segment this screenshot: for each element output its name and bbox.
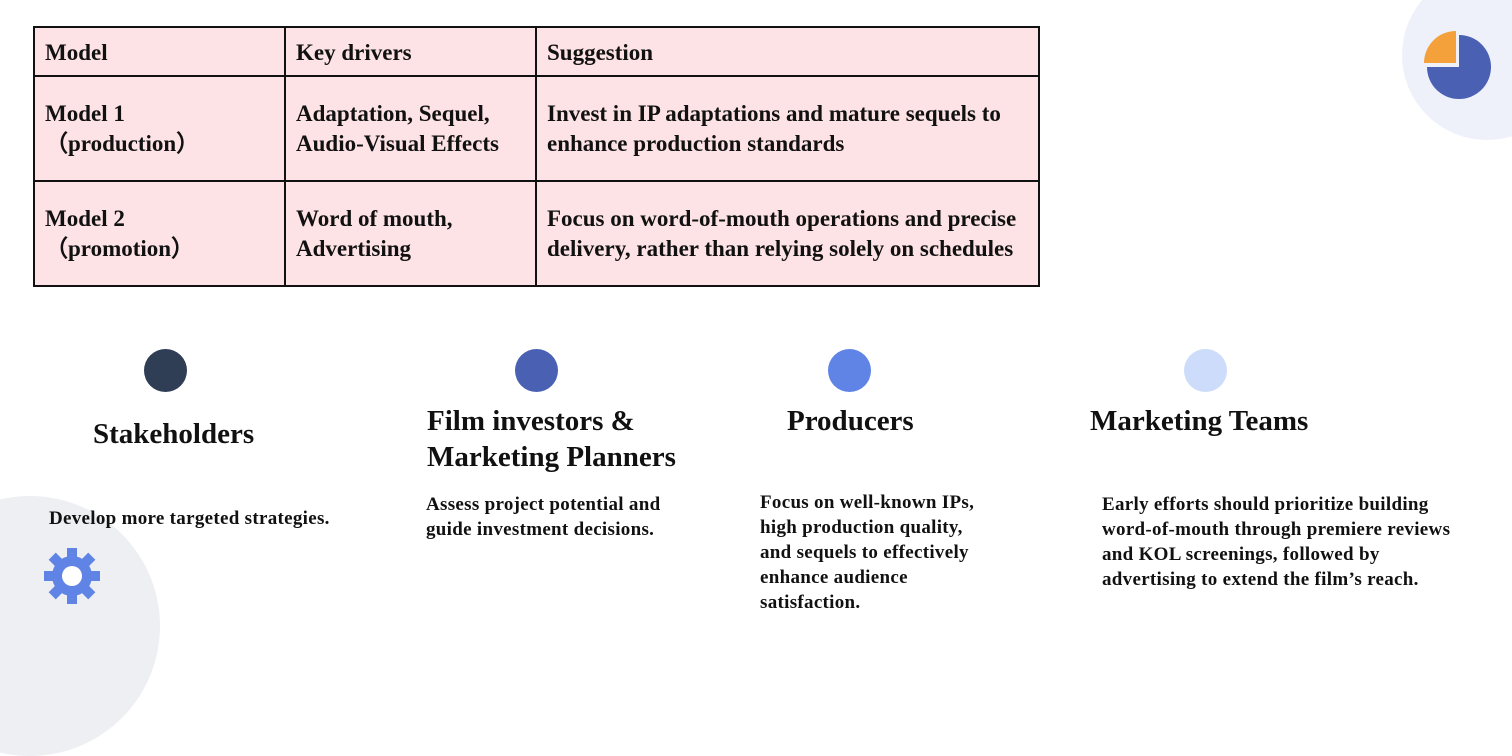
model-cell: Model 2 （promotion） — [33, 180, 286, 287]
stakeholder-title-1: Stakeholders — [93, 418, 255, 450]
stakeholder-title-2: Film investors & Marketing Planners — [427, 405, 676, 473]
gear-icon — [44, 548, 100, 604]
suggestion-cell: Focus on word-of-mouth operations and pr… — [535, 180, 1040, 287]
model-type: （promotion） — [45, 235, 195, 261]
table-header-row: Model Key drivers Suggestion — [33, 26, 1040, 77]
suggestion-cell: Invest in IP adaptations and mature sequ… — [535, 75, 1040, 182]
stakeholder-desc-1: Develop more targeted strategies. — [49, 508, 330, 529]
pie-chart-icon — [1424, 31, 1491, 99]
table-row: Model 1 （production） Adaptation, Sequel,… — [33, 75, 1040, 182]
stakeholder-desc-4: Early efforts should prioritize building… — [1102, 494, 1451, 590]
model-name: Model 1 — [45, 100, 125, 126]
stakeholder-dot-3 — [828, 349, 871, 392]
drivers-cell: Word of mouth, Advertising — [284, 180, 537, 287]
stakeholder-desc-3: Focus on well-known IPs, high production… — [760, 492, 975, 613]
table-row: Model 2 （promotion） Word of mouth, Adver… — [33, 180, 1040, 287]
model-type: （production） — [45, 130, 200, 156]
stakeholder-dot-2 — [515, 349, 558, 392]
stakeholder-title-4: Marketing Teams — [1090, 405, 1309, 437]
stakeholder-title-3: Producers — [787, 405, 914, 437]
decorative-circle-bottom-left — [0, 496, 160, 756]
header-key-drivers: Key drivers — [284, 26, 537, 77]
stakeholder-dot-4 — [1184, 349, 1227, 392]
model-table: Model Key drivers Suggestion Model 1 （pr… — [33, 26, 1040, 287]
model-name: Model 2 — [45, 205, 125, 231]
model-cell: Model 1 （production） — [33, 75, 286, 182]
header-suggestion: Suggestion — [535, 26, 1040, 77]
header-model: Model — [33, 26, 286, 77]
stakeholder-dot-1 — [144, 349, 187, 392]
drivers-cell: Adaptation, Sequel, Audio-Visual Effects — [284, 75, 537, 182]
stakeholder-desc-2: Assess project potential and guide inves… — [426, 494, 661, 540]
